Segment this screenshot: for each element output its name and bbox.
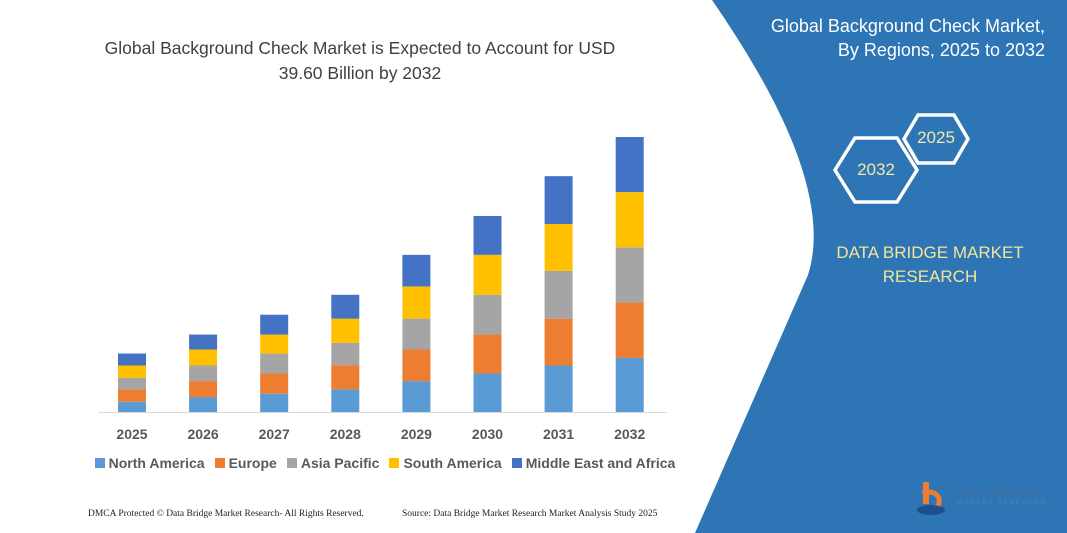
legend-swatch	[94, 458, 105, 468]
x-tick-label: 2030	[472, 426, 503, 442]
bar-segment-2029-south-america	[402, 286, 431, 319]
hex-label-2032: 2032	[857, 160, 895, 179]
bar-segment-2031-europe	[544, 318, 573, 366]
hexagon-2032	[832, 136, 920, 204]
chart-title: Global Background Check Market is Expect…	[60, 36, 660, 86]
x-tick-label: 2031	[543, 426, 574, 442]
legend-label: Asia Pacific	[300, 455, 380, 471]
legend-item: South America	[389, 455, 502, 471]
bar-segment-2030-middle-east-and-africa	[473, 215, 502, 255]
bar-segment-2032-middle-east-and-africa	[615, 137, 644, 193]
hex-label-2025: 2025	[917, 128, 955, 147]
hexagon-2025	[901, 113, 971, 165]
logo-text: DATA BRIDGE	[955, 484, 1039, 498]
bar-segment-2026-europe	[189, 381, 218, 398]
bars-group	[118, 137, 644, 412]
legend-swatch	[511, 458, 522, 468]
side-title-line-1: Global Background Check Market,	[770, 16, 1045, 36]
bar-segment-2032-north-america	[615, 357, 644, 412]
bar-segment-2025-south-america	[118, 365, 146, 378]
side-panel-title: Global Background Check Market, By Regio…	[771, 14, 1045, 62]
side-title-line-2: By Regions, 2025 to 2032	[837, 40, 1045, 60]
legend-swatch	[286, 458, 297, 468]
title-line-2: 39.60 Billion by 2032	[278, 63, 442, 83]
x-tick-label: 2032	[614, 426, 645, 442]
bar-segment-2032-asia-pacific	[615, 247, 644, 303]
logo-subtext: MARKET RESEARCH	[957, 500, 1047, 506]
footer-copyright: DMCA Protected © Data Bridge Market Rese…	[88, 509, 364, 519]
bar-segment-2026-south-america	[189, 349, 218, 366]
title-line-1: Global Background Check Market is Expect…	[104, 38, 616, 58]
x-tick-label: 2025	[116, 426, 147, 442]
x-tick-label: 2027	[259, 426, 290, 442]
bar-segment-2030-north-america	[473, 373, 502, 412]
bar-segment-2029-asia-pacific	[402, 318, 431, 350]
brand-line-1: DATA BRIDGE MARKET	[836, 243, 1024, 262]
bar-segment-2028-middle-east-and-africa	[331, 294, 360, 319]
bar-segment-2025-asia-pacific	[118, 377, 146, 390]
bar-segment-2026-north-america	[189, 397, 218, 412]
footer-source: Source: Data Bridge Market Research Mark…	[402, 509, 658, 519]
bar-segment-2027-north-america	[260, 393, 289, 412]
bar-segment-2025-europe	[118, 389, 146, 402]
bar-segment-2031-south-america	[544, 224, 573, 271]
bar-segment-2027-europe	[260, 373, 289, 394]
brand-line-2: RESEARCH	[882, 267, 978, 286]
x-tick-label: 2029	[401, 426, 432, 442]
legend-label: North America	[108, 455, 205, 471]
bar-segment-2030-europe	[473, 334, 502, 374]
bar-segment-2025-middle-east-and-africa	[118, 353, 146, 366]
bar-segment-2030-asia-pacific	[473, 294, 502, 335]
legend-swatch	[214, 458, 225, 468]
legend-label: Middle East and Africa	[525, 455, 676, 471]
legend-item: Europe	[214, 455, 277, 471]
bar-segment-2032-europe	[615, 302, 644, 358]
bar-segment-2029-north-america	[402, 381, 431, 412]
bar-segment-2032-south-america	[615, 192, 644, 248]
legend-label: Europe	[228, 455, 277, 471]
legend-label: South America	[403, 455, 502, 471]
data-bridge-logo-icon	[917, 482, 945, 515]
bar-segment-2027-south-america	[260, 334, 289, 354]
chart-legend: North America Europe Asia Pacific South Ame…	[0, 455, 770, 471]
x-tick-label: 2028	[330, 426, 361, 442]
bar-segment-2030-south-america	[473, 254, 502, 295]
bar-segment-2026-middle-east-and-africa	[189, 334, 218, 350]
bar-segment-2031-asia-pacific	[544, 270, 573, 319]
bar-segment-2031-middle-east-and-africa	[544, 176, 573, 225]
bar-segment-2029-europe	[402, 349, 431, 382]
blue-side-panel	[695, 0, 1067, 533]
x-tick-labels: 2025 2026 2027 2028 2029 2030 2031 2032	[116, 426, 645, 442]
legend-item: Middle East and Africa	[511, 455, 676, 471]
bar-segment-2029-middle-east-and-africa	[402, 254, 431, 287]
bar-segment-2031-north-america	[544, 365, 573, 412]
bar-segment-2027-asia-pacific	[260, 353, 289, 374]
legend-item: Asia Pacific	[286, 455, 380, 471]
x-tick-label: 2026	[188, 426, 219, 442]
bar-segment-2026-asia-pacific	[189, 365, 218, 382]
bar-segment-2028-south-america	[331, 318, 360, 343]
bar-segment-2028-north-america	[331, 389, 360, 412]
legend-item: North America	[94, 455, 205, 471]
bar-segment-2028-europe	[331, 365, 360, 390]
legend-swatch	[389, 458, 400, 468]
brand-text: DATA BRIDGE MARKET RESEARCH	[820, 241, 1040, 289]
bar-segment-2028-asia-pacific	[331, 342, 360, 366]
bar-segment-2025-north-america	[118, 401, 146, 412]
bar-segment-2027-middle-east-and-africa	[260, 314, 289, 335]
